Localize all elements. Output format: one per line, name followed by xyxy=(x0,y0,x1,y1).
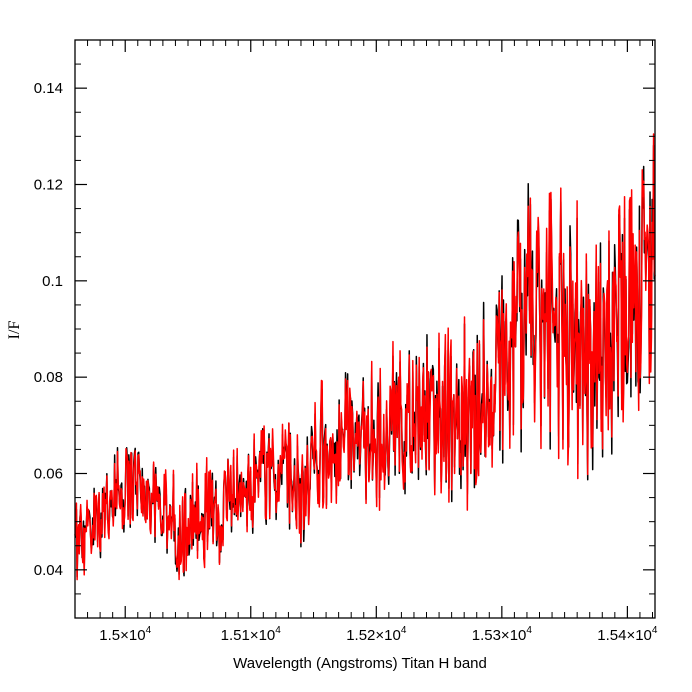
x-tick-label: 1.5×104 xyxy=(99,625,151,644)
ticks-layer: 0.040.060.080.10.120.141.5×104 1.51×104 1.… xyxy=(34,40,658,644)
y-axis-title: I/F xyxy=(6,321,23,340)
x-tick-exponent: 4 xyxy=(652,625,658,636)
x-tick-label: 1.51×104 xyxy=(221,625,282,644)
series-line-model xyxy=(74,133,656,581)
x-tick-exponent: 4 xyxy=(146,625,152,636)
x-tick-mantissa: 1.5×10 xyxy=(99,627,145,644)
y-tick-label: 0.14 xyxy=(34,80,63,97)
y-tick-label: 0.08 xyxy=(34,369,63,386)
x-axis-title: Wavelength (Angstroms) Titan H band xyxy=(233,655,487,672)
x-tick-exponent: 4 xyxy=(526,625,532,636)
x-tick-mantissa: 1.52×10 xyxy=(346,627,401,644)
x-tick-label: 1.53×104 xyxy=(472,625,533,644)
x-tick-label: 1.54×104 xyxy=(597,625,658,644)
y-tick-label: 0.04 xyxy=(34,562,63,579)
y-tick-label: 0.1 xyxy=(42,273,63,290)
x-tick-mantissa: 1.53×10 xyxy=(472,627,527,644)
x-tick-mantissa: 1.51×10 xyxy=(221,627,276,644)
y-tick-label: 0.12 xyxy=(34,177,63,194)
x-tick-label: 1.52×104 xyxy=(346,625,407,644)
x-tick-exponent: 4 xyxy=(275,625,281,636)
y-tick-label: 0.06 xyxy=(34,466,63,483)
series-layer xyxy=(74,133,656,581)
x-tick-mantissa: 1.54×10 xyxy=(597,627,652,644)
x-tick-exponent: 4 xyxy=(401,625,407,636)
